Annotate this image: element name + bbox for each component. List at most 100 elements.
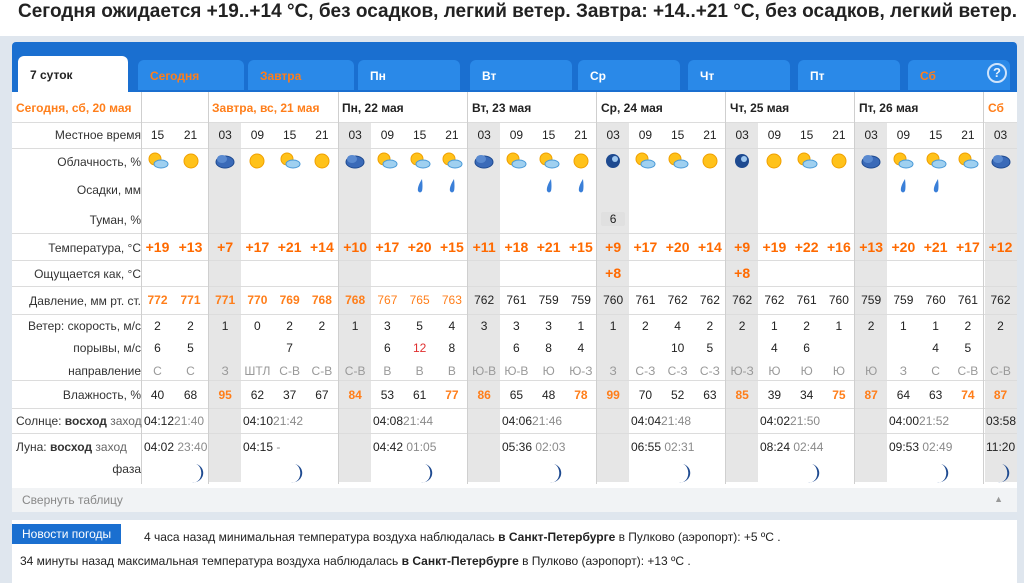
humidity-cell: 74 [961,388,975,402]
night-shade [468,122,501,482]
wind-speed-cell: 1 [835,319,843,333]
tab-6[interactable]: Чт [688,60,790,90]
tab-4[interactable]: Вт [470,60,572,90]
local-time-cell: 09 [638,128,653,142]
night-shade [984,122,1017,482]
temperature-cell: +15 [440,239,464,255]
wind-direction-cell: З [899,364,907,378]
gust-cell: 4 [932,341,939,355]
gust-cell: 12 [412,341,427,355]
gust-cell: 8 [545,341,552,355]
wind-speed-cell: 3 [384,319,391,333]
sunrise-sunset: 04:0021:52 [889,414,950,428]
day-header: Пн, 22 мая [342,101,404,115]
temperature-cell: +22 [794,239,819,255]
night-shade [597,122,630,482]
gust-cell: 5 [187,341,194,355]
row-label-fog: Туман, % [89,213,141,227]
day-header: Ср, 24 мая [601,101,663,115]
wind-speed-cell: 0 [254,319,261,333]
sunrise-sunset: 04:0621:46 [502,414,563,428]
pressure-cell: 759 [538,293,559,307]
humidity-cell: 67 [315,388,329,402]
moonrise-moonset: 09:53 02:49 [889,440,953,454]
news-city-link[interactable]: в Санкт-Петербурге [498,530,616,544]
temperature-cell: +21 [923,239,948,255]
row-divider [12,233,1017,234]
temperature-cell: +18 [504,239,529,255]
tab-2[interactable]: Завтра [248,60,354,90]
rain-drop-icon [543,178,555,194]
wind-speed-cell: 2 [964,319,972,333]
local-time-cell: 15 [412,128,427,142]
wind-speed-cell: 2 [318,319,326,333]
temperature-cell: +17 [633,239,658,255]
pressure-cell: 759 [861,293,882,307]
day-divider [141,92,142,484]
temperature-cell: +20 [891,239,916,255]
row-label-local_time: Местное время [54,128,141,142]
news-city-link[interactable]: в Санкт-Петербурге [401,554,519,568]
humidity-cell: 34 [799,388,814,402]
news-item: 34 минуты назад максимальная температура… [20,554,691,568]
day-divider [338,92,339,484]
news-badge[interactable]: Новости погоды [12,524,122,544]
help-icon[interactable]: ? [987,63,1007,83]
sun-cloud-icon [925,150,947,172]
sun-icon [570,150,592,172]
pressure-cell: 762 [667,293,688,307]
local-time-cell: 15 [282,128,297,142]
tab-0[interactable]: 7 суток [18,56,128,92]
row-divider [12,433,1017,434]
row-divider [12,380,1017,381]
night-cloud-icon [473,150,495,172]
tab-3[interactable]: Пн [358,60,460,90]
day-divider [467,92,468,484]
local-time-cell: 03 [218,128,232,142]
local-time-cell: 03 [735,128,749,142]
collapse-table-link[interactable]: Свернуть таблицу ▲ [12,488,1017,512]
humidity-cell: 37 [282,388,297,402]
wind-speed-cell: 2 [997,319,1004,333]
wind-direction-cell: Ю [542,364,555,378]
local-time-cell: 15 [928,128,943,142]
local-time-cell: 03 [348,128,362,142]
night-shade [209,122,242,482]
sunrise-sunset: 04:0421:48 [631,414,692,428]
wind-speed-cell: 2 [803,319,810,333]
news-item: 4 часа назад минимальная температура воз… [144,530,781,544]
tab-5[interactable]: Ср [578,60,680,90]
temperature-cell: +9 [734,239,751,255]
collapse-arrow-icon: ▲ [994,494,1003,504]
local-time-cell: 03 [864,128,878,142]
wind-speed-cell: 1 [221,319,229,333]
wind-speed-cell: 5 [416,319,423,333]
sunrise-sunset: 04:0821:44 [373,414,434,428]
headline: Сегодня ожидается +19..+14 °C, без осадк… [0,0,1024,36]
sun-cloud-icon [279,150,301,172]
moonrise-moonset: 05:36 02:03 [502,440,566,454]
pressure-cell: 759 [570,293,591,307]
wind-speed-cell: 2 [642,319,649,333]
wind-direction-cell: С-В [279,364,300,378]
humidity-cell: 86 [477,388,491,402]
humidity-cell: 78 [574,388,588,402]
local-time-cell: 09 [250,128,265,142]
humidity-cell: 52 [670,388,685,402]
sun-icon [828,150,850,172]
gust-cell: 5 [706,341,714,355]
humidity-cell: 70 [638,388,653,402]
day-header: Завтра, вс, 21 мая [212,101,320,115]
tab-7[interactable]: Пт [798,60,900,90]
temperature-cell: +21 [536,239,561,255]
wind-direction-cell: С-В [957,364,979,378]
sun-cloud-icon [957,150,979,172]
crescent-moon-icon [186,462,204,489]
tab-1[interactable]: Сегодня [138,60,244,90]
temperature-cell: +9 [605,239,622,255]
wind-direction-cell: С-З [699,364,720,378]
gust-cell: 4 [771,341,778,355]
row-divider [12,314,1017,315]
local-time-cell: 03 [477,128,491,142]
crescent-moon-icon [415,462,433,489]
